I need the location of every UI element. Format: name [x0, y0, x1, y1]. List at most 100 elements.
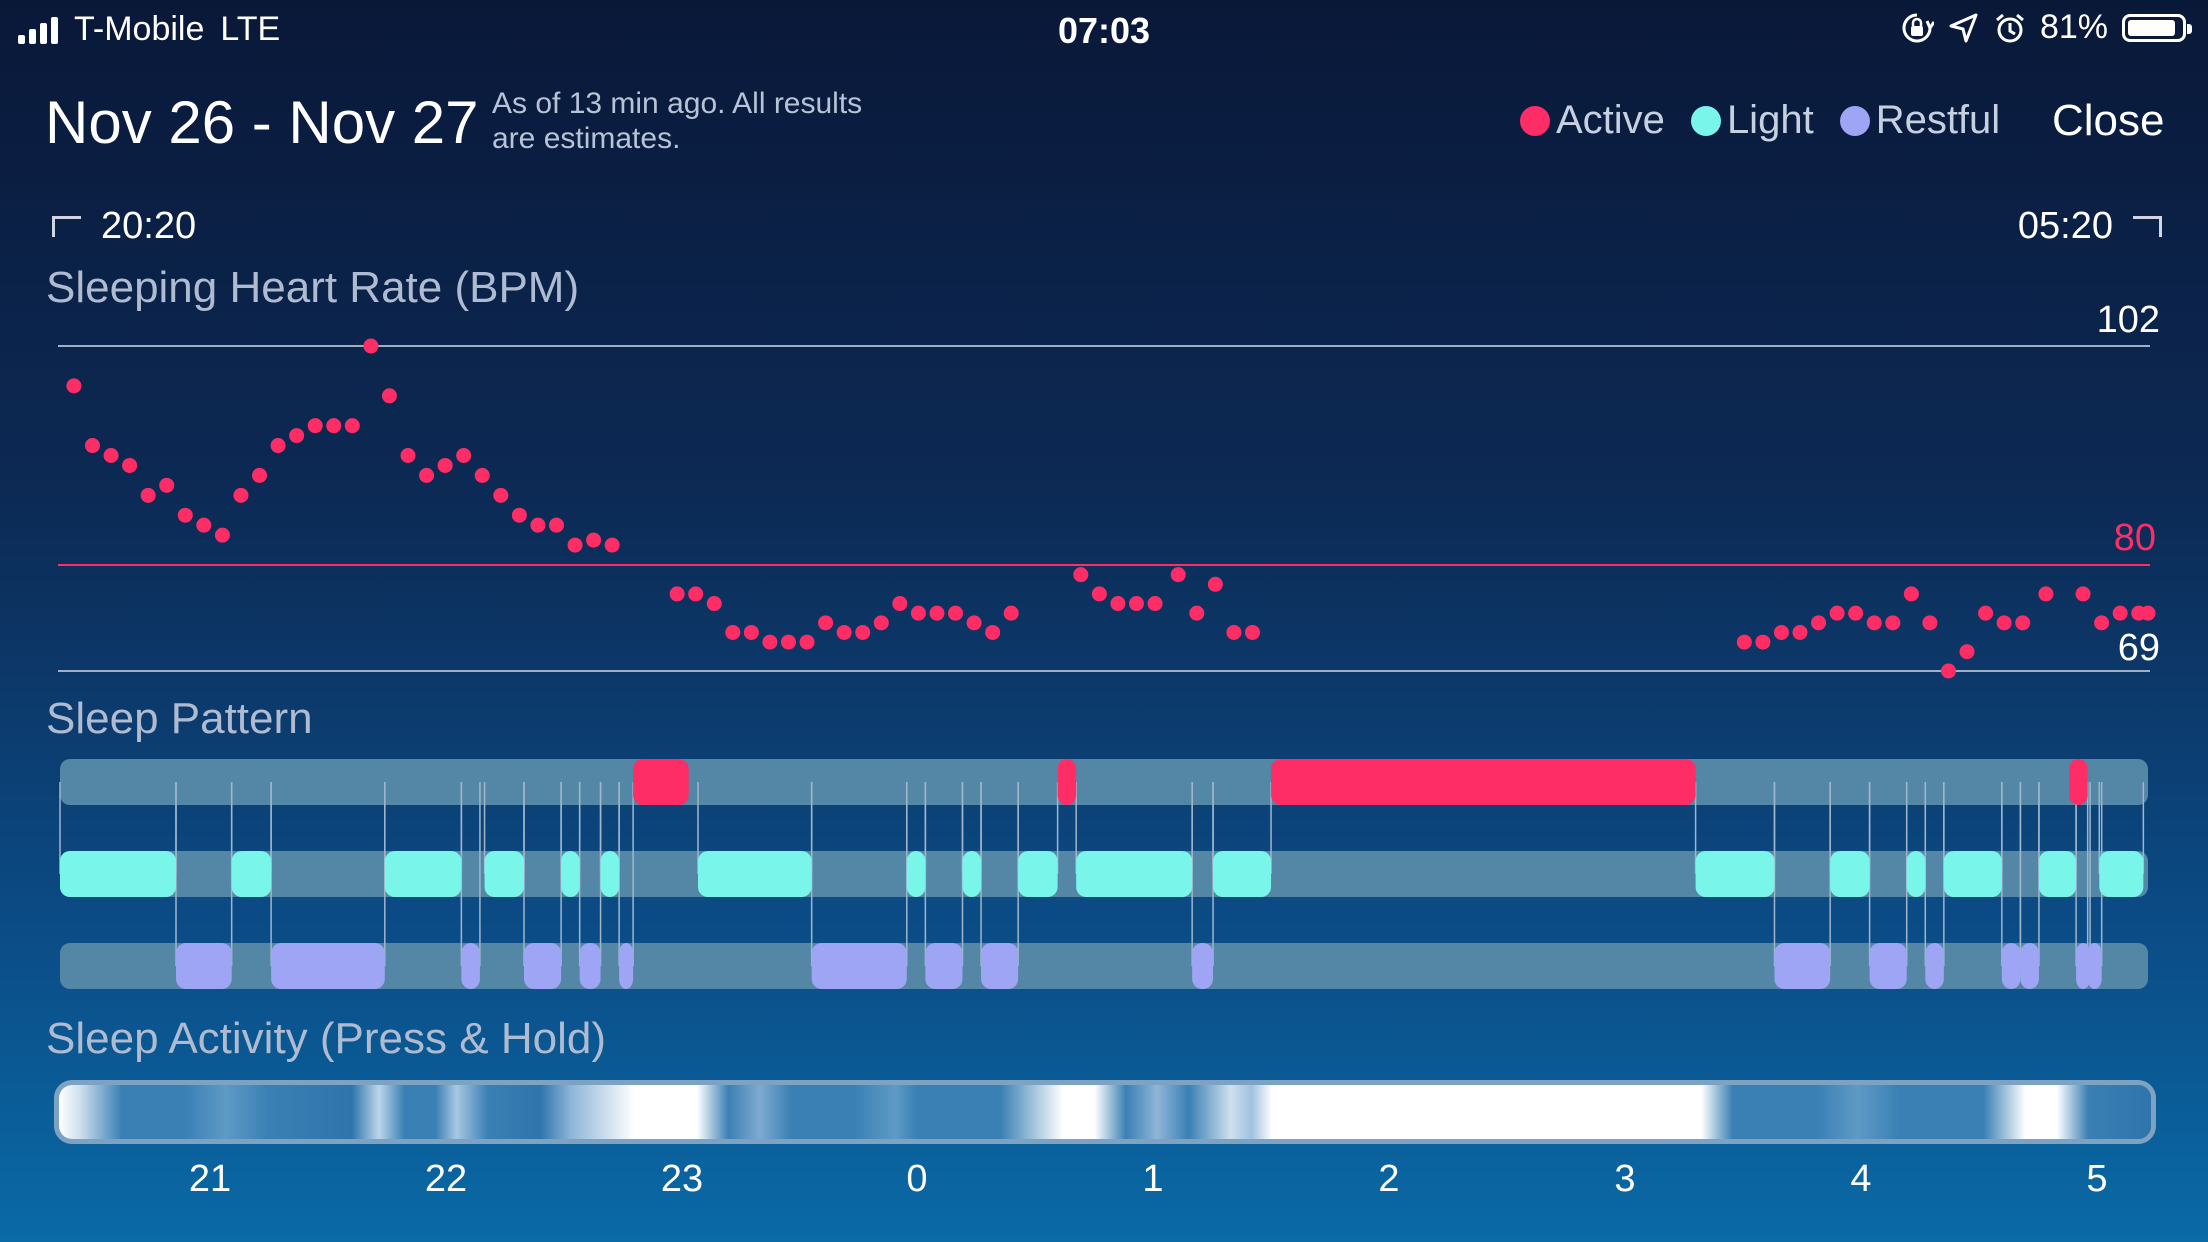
light-segment [561, 851, 580, 897]
hr-point [855, 624, 871, 640]
hr-point [799, 634, 815, 650]
tick-label: 2 [1378, 1158, 1400, 1200]
restful-segment [2076, 943, 2091, 989]
tick-label: 22 [424, 1158, 468, 1200]
sleep-pattern-chart[interactable] [0, 740, 2208, 1000]
hr-point [604, 537, 620, 553]
sleep-activity-bar[interactable] [54, 1080, 2156, 1144]
light-segment [2099, 851, 2144, 897]
heart-rate-title: Sleeping Heart Rate (BPM) [46, 263, 580, 312]
hr-point [84, 438, 100, 454]
status-left: T-Mobile LTE [18, 10, 280, 49]
hr-point [586, 532, 602, 548]
hr-point [929, 605, 945, 621]
hr-point [1866, 615, 1882, 631]
light-segment [962, 851, 982, 897]
hr-point [400, 448, 416, 463]
light-dot-icon [1690, 105, 1721, 136]
hr-point [1128, 596, 1144, 612]
tick-label: 5 [2086, 1158, 2108, 1200]
close-button[interactable]: Close [2052, 96, 2165, 145]
orientation-lock-icon [1902, 13, 1934, 42]
avg-value: 80 [2114, 517, 2156, 559]
hr-point [511, 507, 527, 523]
hr-point [1170, 567, 1186, 583]
hr-point [307, 418, 323, 434]
hr-point [910, 605, 926, 621]
hr-point [1811, 615, 1827, 631]
restful-segment [619, 943, 634, 989]
hr-point [1207, 576, 1223, 592]
tick-label: 1 [1142, 1158, 1164, 1200]
page-subtitle: As of 13 min ago. All results are estima… [492, 87, 863, 155]
hr-point [1736, 634, 1752, 650]
tick-label: 4 [1850, 1158, 1872, 1200]
hr-point [493, 487, 509, 503]
light-segment [1213, 851, 1272, 897]
hr-point [530, 517, 546, 533]
hr-point [985, 624, 1001, 640]
restful-dot-icon [1839, 105, 1870, 136]
restful-segment [176, 943, 232, 989]
restful-segment [579, 943, 601, 989]
hr-point [1996, 615, 2012, 631]
hr-point [1922, 615, 1938, 631]
active-dot-icon [1520, 105, 1550, 136]
hr-point [1829, 605, 1845, 621]
restful-segment [2020, 943, 2039, 989]
range-start: 20:20 [52, 205, 196, 248]
hr-point [363, 338, 379, 354]
hr-point [1848, 605, 1864, 621]
tick-label: 3 [1614, 1158, 1636, 1200]
hr-point [892, 596, 908, 612]
range-start-time: 20:20 [101, 205, 197, 247]
light-segment [698, 851, 812, 897]
restful-segment [2087, 943, 2102, 989]
hr-point [1226, 624, 1242, 640]
hr-point [836, 624, 852, 640]
status-bar: T-Mobile LTE 07:03 81% [0, 0, 2208, 62]
heart-rate-chart[interactable]: 102 80 69 [0, 290, 2208, 690]
hr-point [456, 448, 472, 463]
hr-point [214, 527, 230, 543]
carrier-name: T-Mobile [74, 10, 205, 48]
hr-point [762, 634, 778, 650]
active-segment [633, 759, 689, 805]
legend-label: Light [1726, 98, 1814, 142]
light-segment [1695, 851, 1775, 897]
battery-percent: 81% [2039, 8, 2108, 46]
hr-point [1959, 644, 1975, 660]
hr-point [548, 517, 564, 533]
signal-icon [18, 16, 58, 44]
active-segment [1057, 759, 1077, 805]
sleep-pattern-title: Sleep Pattern [46, 694, 313, 743]
hr-point [1003, 605, 1019, 621]
hr-point [688, 586, 704, 602]
max-value: 102 [2097, 299, 2160, 341]
bracket-right-icon [2133, 216, 2162, 237]
min-value: 69 [2118, 627, 2160, 669]
hr-point [103, 448, 119, 463]
hr-point [1110, 596, 1126, 612]
battery-icon [2122, 13, 2192, 42]
hr-point [1940, 663, 1956, 679]
hr-point [818, 615, 834, 631]
hr-point [419, 467, 435, 483]
range-end-time: 05:20 [2017, 205, 2113, 247]
light-segment [1906, 851, 1926, 897]
restful-segment [811, 943, 907, 989]
hr-point [289, 428, 305, 444]
hr-point [966, 615, 982, 631]
restful-segment [524, 943, 562, 989]
legend-item-active: Active [1520, 98, 1665, 143]
pattern-segments [60, 759, 2144, 989]
hr-point [344, 418, 360, 434]
hr-point [381, 388, 397, 404]
light-segment [1943, 851, 2002, 897]
heart-rate-points [66, 338, 2156, 679]
active-segment [2069, 759, 2088, 805]
hr-point [948, 605, 964, 621]
hr-point [567, 537, 583, 553]
hr-point [252, 467, 268, 483]
active-track [60, 759, 2148, 805]
